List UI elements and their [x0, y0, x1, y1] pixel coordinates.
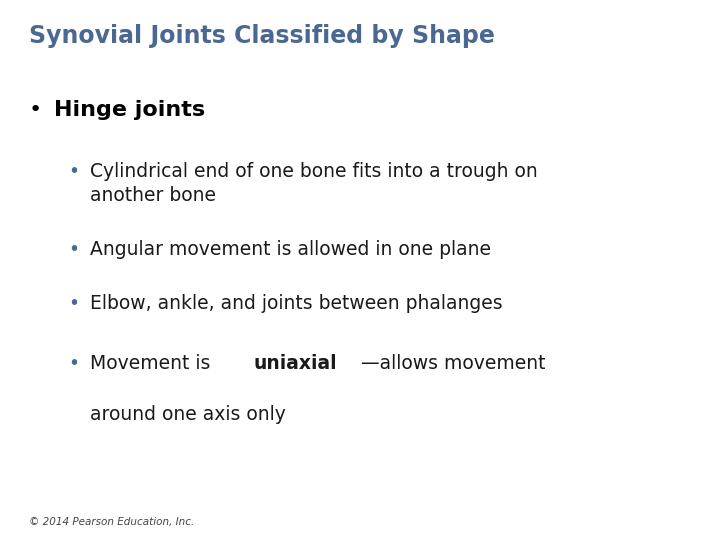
Text: •: • [68, 354, 79, 373]
Text: •: • [68, 294, 79, 313]
Text: —allows movement: —allows movement [361, 354, 546, 373]
Text: Elbow, ankle, and joints between phalanges: Elbow, ankle, and joints between phalang… [90, 294, 503, 313]
Text: •: • [68, 240, 79, 259]
Text: around one axis only: around one axis only [90, 405, 286, 424]
Text: •: • [29, 100, 42, 120]
Text: Movement is: Movement is [90, 354, 217, 373]
Text: © 2014 Pearson Education, Inc.: © 2014 Pearson Education, Inc. [29, 516, 194, 526]
Text: Cylindrical end of one bone fits into a trough on
another bone: Cylindrical end of one bone fits into a … [90, 162, 538, 205]
Text: Synovial Joints Classified by Shape: Synovial Joints Classified by Shape [29, 24, 495, 48]
Text: uniaxial: uniaxial [253, 354, 337, 373]
Text: •: • [68, 162, 79, 181]
Text: Hinge joints: Hinge joints [54, 100, 205, 120]
Text: Angular movement is allowed in one plane: Angular movement is allowed in one plane [90, 240, 491, 259]
